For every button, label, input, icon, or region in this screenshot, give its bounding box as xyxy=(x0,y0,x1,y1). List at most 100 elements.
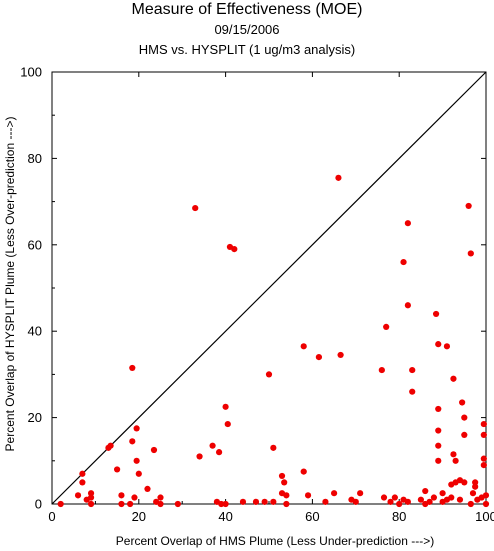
one-to-one-line xyxy=(51,71,487,505)
data-point xyxy=(265,371,273,378)
data-point xyxy=(118,500,125,508)
data-point xyxy=(224,420,231,428)
data-point xyxy=(270,444,277,451)
data-point xyxy=(409,366,416,374)
data-point xyxy=(261,498,268,505)
data-point xyxy=(283,492,290,499)
data-point xyxy=(79,470,86,477)
data-point xyxy=(417,496,424,503)
data-point xyxy=(331,490,338,497)
y-tick-label: 20 xyxy=(28,410,42,425)
x-tick-label: 100 xyxy=(475,509,494,524)
data-point xyxy=(461,414,468,421)
data-point xyxy=(461,431,468,438)
data-point xyxy=(387,498,394,505)
data-point xyxy=(107,442,114,449)
data-point xyxy=(218,500,225,508)
data-point xyxy=(472,483,479,490)
data-point xyxy=(222,500,229,508)
data-point xyxy=(281,479,288,486)
data-point xyxy=(144,485,151,492)
data-point xyxy=(270,498,277,505)
data-point xyxy=(448,494,455,501)
data-point xyxy=(404,220,411,227)
data-point xyxy=(118,492,125,499)
data-point xyxy=(150,446,158,454)
data-point xyxy=(380,494,388,501)
x-tick-label: 20 xyxy=(132,509,146,524)
data-point xyxy=(196,453,203,460)
ticks: 0 20 40 60 80 100 0 20 40 60 80 100 xyxy=(20,65,494,525)
data-point xyxy=(426,498,433,505)
data-point xyxy=(87,490,95,497)
data-point xyxy=(157,494,164,501)
data-point xyxy=(465,202,472,210)
data-point xyxy=(430,494,438,501)
data-point xyxy=(315,354,323,361)
data-point xyxy=(278,472,286,480)
x-tick-label: 80 xyxy=(392,509,406,524)
data-point xyxy=(133,457,140,464)
data-point xyxy=(409,388,416,395)
data-point xyxy=(400,258,407,266)
data-point xyxy=(192,204,199,212)
data-point xyxy=(209,442,216,449)
data-point xyxy=(450,451,457,458)
data-point xyxy=(135,470,142,477)
data-point xyxy=(435,457,442,464)
data-point xyxy=(357,490,364,497)
chart-title: Measure of Effectiveness (MOE) xyxy=(131,1,363,18)
data-point xyxy=(461,479,468,486)
data-point xyxy=(129,364,136,372)
y-tick-label: 80 xyxy=(28,151,42,166)
x-tick-label: 60 xyxy=(305,509,319,524)
chart-subtitle: HMS vs. HYSPLIT (1 ug/m3 analysis) xyxy=(138,42,356,57)
data-point xyxy=(435,427,442,434)
data-point xyxy=(352,498,359,505)
data-point xyxy=(459,399,466,406)
data-point xyxy=(467,500,474,508)
data-point xyxy=(300,343,307,350)
data-point xyxy=(443,343,451,350)
data-point xyxy=(174,500,181,508)
data-point xyxy=(378,366,385,374)
data-point xyxy=(127,500,134,508)
data-point xyxy=(337,351,344,359)
data-point xyxy=(131,494,138,501)
data-point xyxy=(480,420,487,428)
data-point xyxy=(157,500,164,508)
y-axis-label: Percent Overlap of HYSPLIT Plume (Less O… xyxy=(3,117,17,452)
data-point xyxy=(469,490,477,497)
data-point xyxy=(87,500,95,508)
x-axis-label: Percent Overlap of HMS Plume (Less Under… xyxy=(116,534,434,548)
y-tick-label: 60 xyxy=(28,237,42,252)
data-point xyxy=(456,496,464,503)
data-point xyxy=(74,492,82,499)
y-tick-label: 100 xyxy=(20,65,42,80)
data-point xyxy=(304,492,312,499)
data-point xyxy=(404,302,411,309)
y-tick-label: 40 xyxy=(28,324,42,339)
data-point xyxy=(422,487,429,495)
data-point xyxy=(472,479,479,486)
data-point xyxy=(482,492,490,499)
data-point xyxy=(133,425,140,432)
data-point xyxy=(114,466,121,473)
data-point xyxy=(432,310,440,318)
data-point xyxy=(480,431,487,438)
data-point xyxy=(482,500,490,508)
chart-date: 09/15/2006 xyxy=(214,22,280,37)
data-point xyxy=(79,479,86,486)
data-point xyxy=(87,494,95,501)
data-point xyxy=(231,246,238,253)
data-point xyxy=(435,405,442,413)
data-point xyxy=(452,457,459,464)
data-point xyxy=(129,438,136,445)
data-point xyxy=(439,490,446,497)
data-point xyxy=(391,494,398,501)
data-point xyxy=(283,500,290,508)
data-point xyxy=(335,174,342,181)
data-point xyxy=(450,375,457,382)
y-tick-label: 0 xyxy=(35,497,42,512)
